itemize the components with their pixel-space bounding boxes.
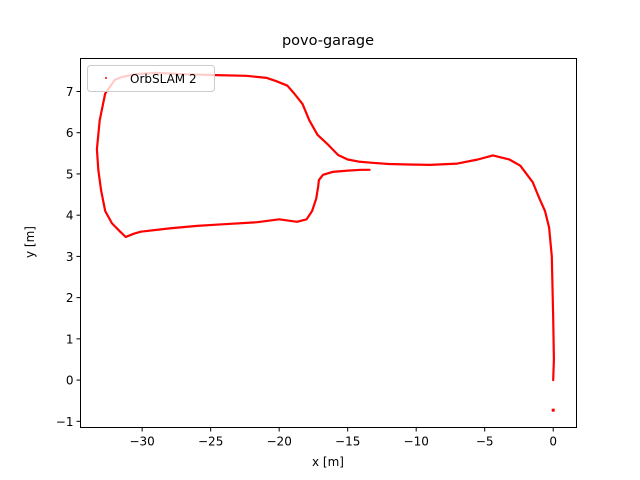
legend-marker-icon (105, 77, 107, 79)
y-tick-label: 3 (66, 250, 74, 264)
trajectory-path (95, 71, 555, 382)
x-tick-label: 0 (549, 435, 557, 449)
y-tick-label: 4 (66, 209, 74, 223)
x-tick-label: −5 (476, 435, 494, 449)
legend: OrbSLAM 2 (87, 65, 215, 92)
legend-label: OrbSLAM 2 (130, 72, 197, 86)
x-tick-label: −25 (198, 435, 223, 449)
y-axis-ticks: −1 0 1 2 3 4 5 6 7 (56, 85, 81, 429)
axes-frame (80, 58, 577, 428)
x-axis-label: x [m] (312, 455, 344, 469)
y-tick-label: 7 (66, 85, 74, 99)
y-tick-label: 6 (66, 126, 74, 140)
y-tick-label: 1 (66, 332, 74, 346)
y-tick-label: −1 (56, 415, 74, 429)
x-tick-label: −20 (267, 435, 292, 449)
trajectory-series (95, 71, 555, 412)
x-tick-label: −30 (129, 435, 154, 449)
chart-title: povo-garage (281, 33, 375, 49)
y-tick-label: 5 (66, 167, 74, 181)
x-tick-label: −10 (404, 435, 429, 449)
y-tick-label: 2 (66, 291, 74, 305)
x-axis-ticks: −30 −25 −20 −15 −10 −5 0 (129, 427, 557, 449)
trajectory-point (551, 408, 555, 412)
y-tick-label: 0 (66, 374, 74, 388)
x-tick-label: −15 (335, 435, 360, 449)
legend-box (87, 65, 215, 92)
